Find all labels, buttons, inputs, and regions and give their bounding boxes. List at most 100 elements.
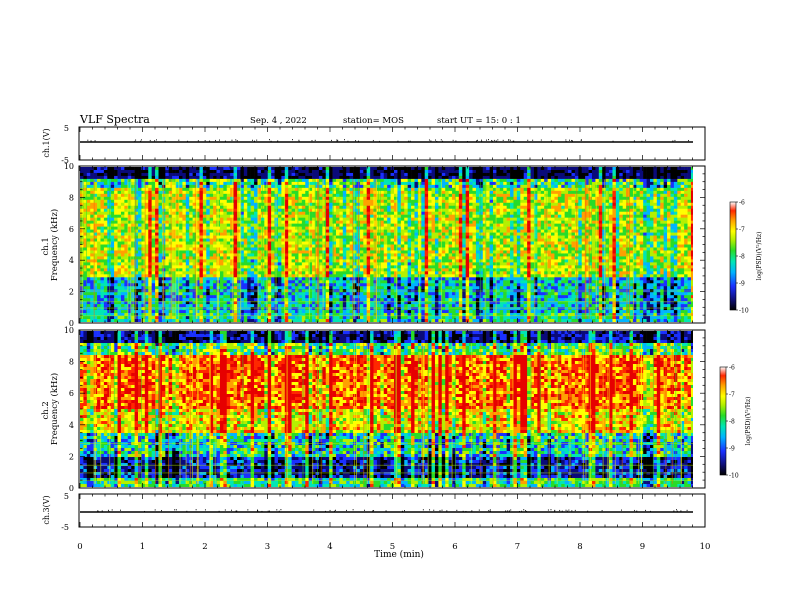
spectrogram-cell [308,220,313,224]
spectrogram-cell [226,253,231,257]
spectrogram-cell [83,310,88,314]
spectrogram-cell [288,244,292,248]
spectrogram-cell [117,313,122,317]
spectrogram-cell [240,199,245,204]
spectrogram-cell [151,199,156,204]
spectrogram-cell [339,286,344,290]
spectrogram-cell [387,199,391,204]
spectrogram-cell [301,277,306,281]
spectrogram-cell [342,202,347,207]
spectrogram-cell [168,301,173,305]
spectrogram-cell [366,277,371,281]
spectrogram-cell [100,190,105,195]
spectrogram-cell [325,244,330,248]
spectrogram-cell [325,301,330,305]
spectrogram-cell [199,229,204,233]
spectrogram-cell [168,271,173,275]
spectrogram-cell [93,175,98,180]
spectrogram-cell [90,199,94,204]
spectrogram-cell [339,184,344,189]
spectrogram-cell [281,259,286,263]
spectrogram-cell [363,310,368,314]
spectrogram-cell [277,193,282,198]
spectrogram-cell [342,205,347,210]
spectrogram-cell [271,313,275,317]
spectrogram-cell [390,280,395,284]
spectrogram-cell [363,265,368,269]
spectrogram-cell [127,238,132,242]
spectrogram-cell [301,295,306,299]
spectrogram-cell [390,307,395,311]
spectrogram-cell [134,313,139,317]
spectrogram-cell [295,247,299,251]
spectrogram-cell [346,262,350,266]
spectrogram-cell [138,235,142,239]
spectrogram-cell [178,217,183,221]
spectrogram-cell [151,259,156,263]
spectrogram-cell [264,175,269,180]
spectrogram-cell [80,292,84,296]
spectrogram-cell [83,256,88,260]
spectrogram-cell [155,235,159,239]
spectrogram-cell [284,262,289,266]
spectrogram-cell [264,199,269,204]
spectrogram-cell [151,172,156,177]
spectrogram-cell [206,262,210,266]
spectrogram-cell [243,229,248,233]
spectrogram-cell [189,178,193,183]
spectrogram-cell [209,301,214,305]
spectrogram-cell [335,247,340,251]
spectrogram-cell [141,223,146,227]
spectrogram-cell [271,199,275,204]
spectrogram-cell [124,295,129,299]
spectrogram-cell [346,295,350,299]
spectrogram-cell [397,307,402,311]
spectrogram-cell [247,292,251,296]
spectrogram-cell [394,178,398,183]
spectrogram-cell [226,220,231,224]
spectrogram-cell [155,283,159,287]
spectrogram-cell [335,280,340,284]
spectrogram-cell [277,274,282,278]
spectrogram-cell [370,220,374,224]
spectrogram-cell [383,217,388,221]
spectrogram-cell [103,253,108,257]
spectrogram-cell [387,268,391,272]
spectrogram-cell [243,190,248,195]
spectrogram-cell [356,319,361,322]
spectrogram-cell [90,214,94,218]
spectrogram-cell [114,190,118,195]
spectrogram-cell [213,253,217,257]
spectrogram-cell [383,193,388,198]
spectrogram-cell [271,316,275,320]
spectrogram-cell [148,265,152,269]
spectrogram-cell [312,184,316,189]
spectrogram-cell [165,265,170,269]
spectrogram-cell [387,232,391,236]
spectrogram-cell [288,241,292,245]
spectrogram-cell [206,304,210,308]
spectrogram-cell [196,205,200,210]
spectrogram-cell [86,217,91,221]
spectrogram-cell [80,232,84,236]
spectrogram-cell [120,298,125,302]
spectrogram-cell [209,274,214,278]
spectrogram-cell [318,274,323,278]
spectrogram-cell [196,250,200,254]
spectrogram-cell [363,205,368,210]
spectrogram-cell [144,229,149,233]
spectrogram-cell [233,196,238,201]
spectrogram-cell [397,244,402,248]
spectrogram-cell [233,259,238,263]
spectrogram-cell [339,316,344,320]
spectrogram-cell [202,286,207,290]
spectrogram-cell [134,187,139,192]
spectrogram-cell [80,307,84,311]
spectrogram-cell [394,271,398,275]
spectrogram-cell [247,217,251,221]
spectrogram-cell [209,202,214,207]
spectrogram-cell [151,193,156,198]
spectrogram-cell [284,211,289,215]
spectrogram-cell [185,169,190,174]
spectrogram-cell [144,241,149,245]
